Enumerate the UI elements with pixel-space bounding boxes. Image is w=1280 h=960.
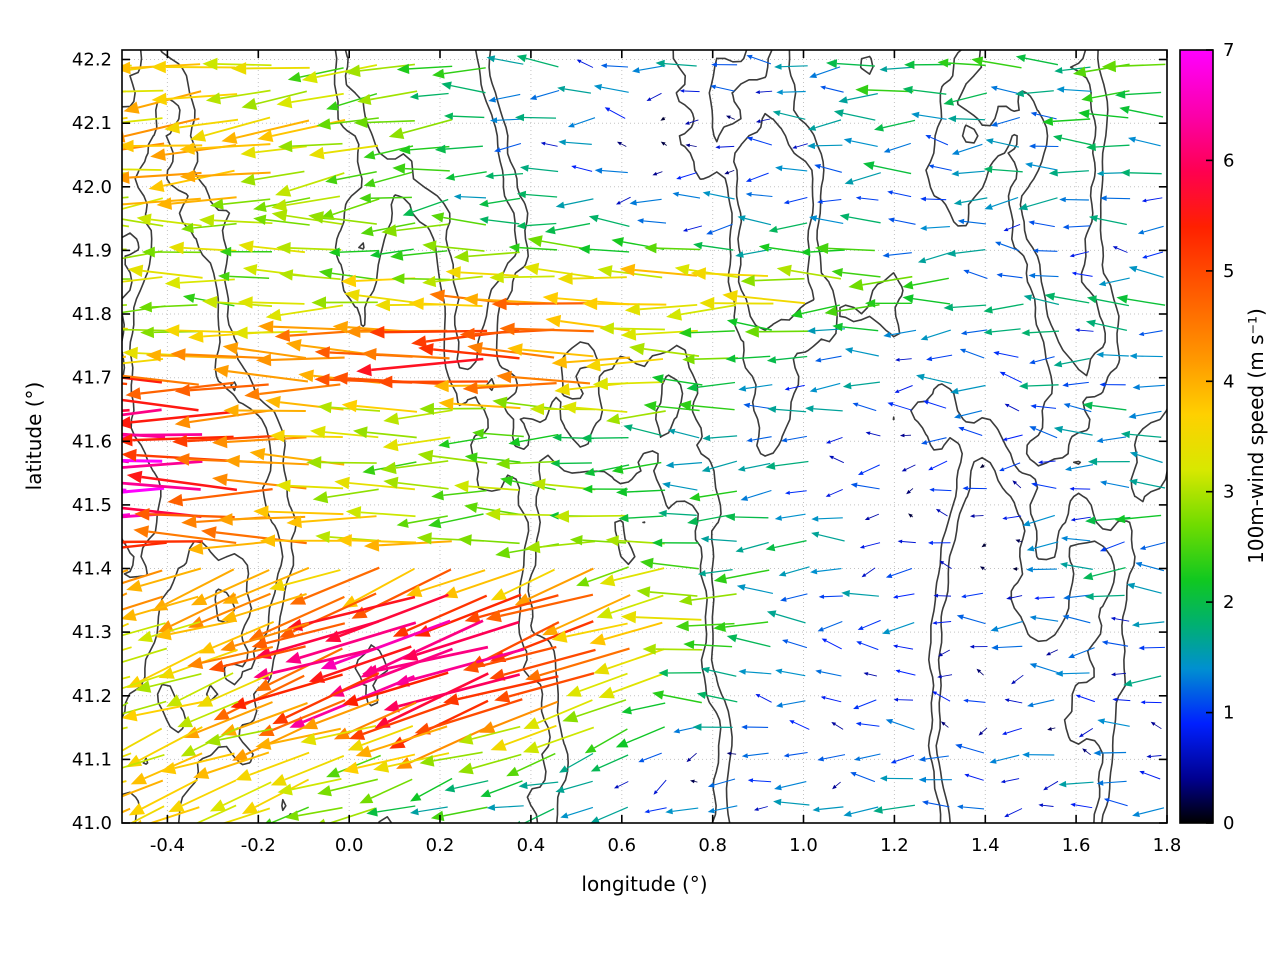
- colorbar-label: 100m-wind speed (m s⁻¹): [1244, 308, 1268, 564]
- svg-text:42.1: 42.1: [72, 113, 112, 134]
- svg-text:1.6: 1.6: [1062, 835, 1091, 856]
- svg-text:41.3: 41.3: [72, 622, 112, 643]
- svg-text:41.8: 41.8: [72, 304, 112, 325]
- svg-text:41.0: 41.0: [72, 813, 112, 834]
- svg-text:6: 6: [1223, 150, 1234, 171]
- svg-text:41.9: 41.9: [72, 240, 112, 261]
- svg-text:3: 3: [1223, 482, 1234, 503]
- svg-text:41.4: 41.4: [72, 559, 112, 580]
- svg-text:-0.2: -0.2: [241, 835, 276, 856]
- svg-text:42.2: 42.2: [72, 50, 112, 71]
- svg-text:0.8: 0.8: [698, 835, 727, 856]
- svg-text:1: 1: [1223, 703, 1234, 724]
- svg-text:1.8: 1.8: [1153, 835, 1182, 856]
- svg-text:41.2: 41.2: [72, 686, 112, 707]
- svg-text:41.1: 41.1: [72, 749, 112, 770]
- svg-text:4: 4: [1223, 371, 1234, 392]
- svg-text:0.4: 0.4: [517, 835, 546, 856]
- svg-text:2: 2: [1223, 592, 1234, 613]
- x-axis-label: longitude (°): [581, 872, 708, 896]
- svg-text:0.2: 0.2: [426, 835, 455, 856]
- svg-text:1.4: 1.4: [971, 835, 1000, 856]
- svg-text:0.6: 0.6: [607, 835, 636, 856]
- svg-text:7: 7: [1223, 40, 1234, 61]
- svg-text:41.5: 41.5: [72, 495, 112, 516]
- svg-text:0.0: 0.0: [335, 835, 364, 856]
- svg-text:0: 0: [1223, 813, 1234, 834]
- svg-text:42.0: 42.0: [72, 177, 112, 198]
- svg-text:41.7: 41.7: [72, 368, 112, 389]
- svg-text:1.0: 1.0: [789, 835, 818, 856]
- svg-text:-0.4: -0.4: [150, 835, 185, 856]
- svg-text:41.6: 41.6: [72, 431, 112, 452]
- y-axis-label: latitude (°): [22, 381, 46, 491]
- svg-text:5: 5: [1223, 261, 1234, 282]
- svg-text:1.2: 1.2: [880, 835, 909, 856]
